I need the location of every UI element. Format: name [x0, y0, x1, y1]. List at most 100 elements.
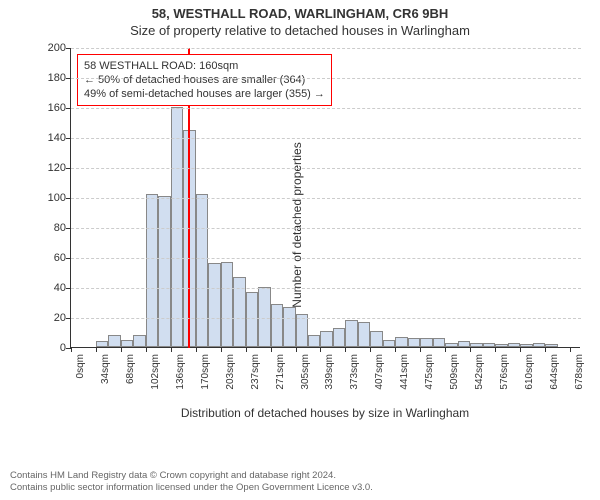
page-subtitle: Size of property relative to detached ho… [0, 21, 600, 38]
histogram-bar [420, 338, 432, 347]
x-tick-label: 136sqm [175, 354, 186, 414]
histogram-bar [221, 262, 233, 348]
x-tick-label: 0sqm [75, 354, 86, 414]
y-tick-label: 60 [36, 253, 66, 263]
grid-line [71, 288, 581, 289]
footer-line-1: Contains HM Land Registry data © Crown c… [10, 470, 373, 482]
footer-line-2: Contains public sector information licen… [10, 482, 373, 494]
x-tick-mark [320, 347, 321, 352]
grid-line [71, 78, 581, 79]
histogram-bar [470, 343, 482, 348]
x-axis-label: Distribution of detached houses by size … [70, 406, 580, 420]
histogram-bar [508, 343, 520, 348]
histogram-bar [320, 331, 332, 348]
grid-line [71, 168, 581, 169]
histogram-bar [246, 292, 258, 348]
x-tick-mark [520, 347, 521, 352]
y-tick-label: 0 [36, 343, 66, 353]
x-tick-mark [420, 347, 421, 352]
histogram-bar [196, 194, 208, 347]
grid-line [71, 108, 581, 109]
x-tick-label: 373sqm [349, 354, 360, 414]
histogram-bar [146, 194, 158, 347]
y-tick-mark [66, 288, 71, 289]
histogram-bar [345, 320, 357, 347]
y-tick-label: 40 [36, 283, 66, 293]
y-tick-mark [66, 258, 71, 259]
y-tick-mark [66, 318, 71, 319]
x-tick-mark [345, 347, 346, 352]
y-tick-label: 160 [36, 103, 66, 113]
histogram-bar [358, 322, 370, 348]
histogram-bar [96, 341, 108, 347]
x-tick-label: 509sqm [449, 354, 460, 414]
histogram-bar [408, 338, 420, 347]
x-tick-label: 271sqm [275, 354, 286, 414]
y-tick-label: 140 [36, 133, 66, 143]
histogram-bar [308, 335, 320, 347]
histogram-bar [333, 328, 345, 348]
annotation-box: 58 WESTHALL ROAD: 160sqm← 50% of detache… [77, 54, 332, 106]
plot-area: 58 WESTHALL ROAD: 160sqm← 50% of detache… [70, 48, 580, 348]
x-tick-mark [146, 347, 147, 352]
x-tick-label: 339sqm [324, 354, 335, 414]
histogram-bar [121, 340, 133, 348]
x-tick-mark [395, 347, 396, 352]
grid-line [71, 138, 581, 139]
y-tick-label: 180 [36, 73, 66, 83]
y-tick-mark [66, 168, 71, 169]
x-tick-mark [171, 347, 172, 352]
grid-line [71, 258, 581, 259]
y-tick-label: 80 [36, 223, 66, 233]
histogram-bar [383, 340, 395, 348]
y-tick-mark [66, 228, 71, 229]
grid-line [71, 318, 581, 319]
x-tick-mark [445, 347, 446, 352]
y-tick-label: 200 [36, 43, 66, 53]
histogram-bar [545, 344, 557, 347]
annotation-line: 49% of semi-detached houses are larger (… [84, 87, 325, 101]
x-tick-label: 170sqm [200, 354, 211, 414]
histogram-bar [520, 344, 532, 347]
y-tick-label: 20 [36, 313, 66, 323]
x-tick-mark [71, 347, 72, 352]
x-tick-label: 475sqm [424, 354, 435, 414]
histogram-bar [395, 337, 407, 348]
x-tick-label: 678sqm [574, 354, 585, 414]
x-tick-label: 203sqm [225, 354, 236, 414]
x-tick-label: 237sqm [250, 354, 261, 414]
histogram-bar [483, 343, 495, 348]
x-tick-label: 542sqm [474, 354, 485, 414]
x-tick-mark [470, 347, 471, 352]
y-tick-mark [66, 78, 71, 79]
histogram-bar [271, 304, 283, 348]
y-tick-mark [66, 198, 71, 199]
x-tick-mark [221, 347, 222, 352]
x-tick-label: 407sqm [374, 354, 385, 414]
x-tick-mark [196, 347, 197, 352]
x-tick-label: 576sqm [499, 354, 510, 414]
grid-line [71, 198, 581, 199]
histogram-bar [283, 307, 295, 348]
x-tick-label: 441sqm [399, 354, 410, 414]
y-tick-mark [66, 138, 71, 139]
x-tick-label: 305sqm [300, 354, 311, 414]
histogram-bar [433, 338, 445, 347]
x-tick-mark [271, 347, 272, 352]
histogram-bar [158, 196, 170, 348]
histogram-bar [533, 343, 545, 348]
x-tick-mark [495, 347, 496, 352]
y-tick-label: 120 [36, 163, 66, 173]
histogram-bar [171, 107, 183, 347]
x-tick-mark [296, 347, 297, 352]
x-tick-mark [570, 347, 571, 352]
x-tick-label: 644sqm [549, 354, 560, 414]
y-tick-label: 100 [36, 193, 66, 203]
y-tick-mark [66, 108, 71, 109]
histogram-bar [208, 263, 220, 347]
annotation-line: ← 50% of detached houses are smaller (36… [84, 73, 325, 87]
grid-line [71, 48, 581, 49]
x-tick-label: 34sqm [100, 354, 111, 414]
histogram-bar [370, 331, 382, 348]
x-tick-mark [545, 347, 546, 352]
